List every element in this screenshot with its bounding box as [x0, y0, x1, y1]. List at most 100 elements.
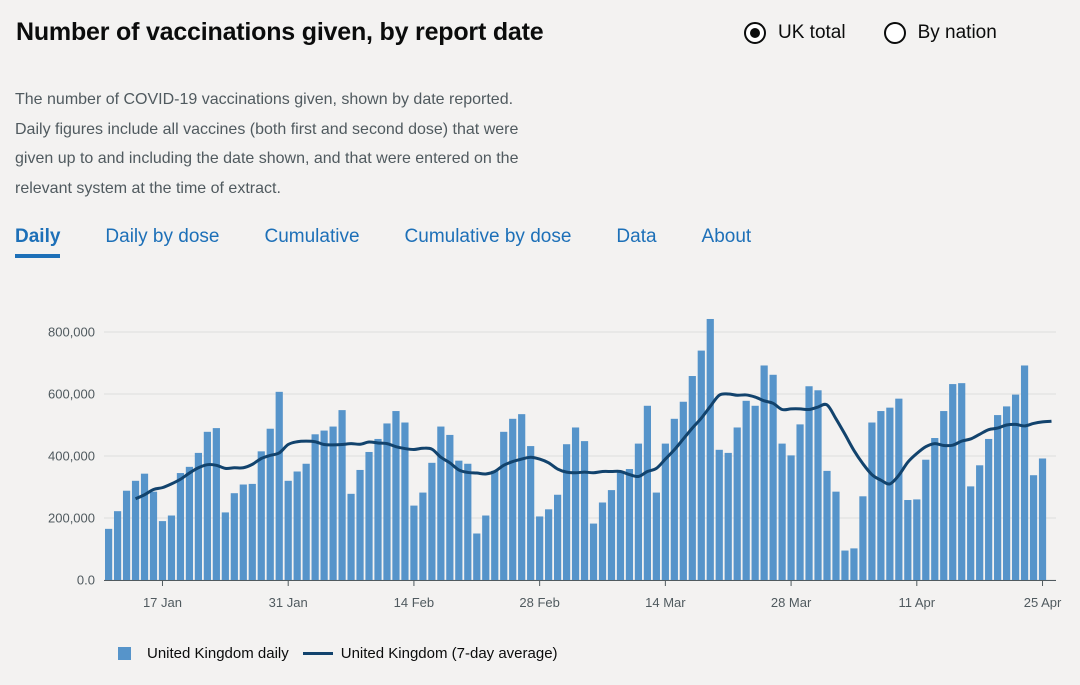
bar-daily: [769, 374, 777, 580]
bar-daily: [742, 400, 750, 580]
line-7-day-average: [134, 392, 1052, 501]
x-tick-label: 25 Apr: [1024, 595, 1062, 610]
bar-daily: [823, 470, 831, 580]
bar-daily: [958, 383, 966, 580]
bar-daily: [554, 494, 562, 580]
bar-daily: [410, 505, 418, 580]
bar-daily: [374, 438, 382, 580]
bar-daily: [913, 499, 921, 580]
tab-about[interactable]: About: [701, 226, 752, 247]
x-tick-label: 28 Feb: [519, 595, 559, 610]
y-tick-label: 200,000: [48, 511, 95, 526]
bar-daily: [392, 411, 400, 580]
bar-daily: [580, 441, 589, 580]
bar-daily: [338, 410, 346, 580]
bar-daily: [985, 438, 993, 580]
bar-daily: [976, 465, 984, 580]
x-tick-label: 14 Feb: [394, 595, 434, 610]
bar-daily: [311, 434, 319, 580]
bar-daily: [724, 452, 732, 580]
bar-daily: [509, 418, 517, 580]
chart-tabs: Daily Daily by dose Cumulative Cumulativ…: [15, 226, 796, 258]
bar-daily: [841, 550, 849, 580]
bar-daily: [230, 493, 238, 580]
bar-daily: [284, 480, 292, 580]
tab-daily[interactable]: Daily: [15, 226, 61, 258]
bar-daily: [122, 490, 131, 580]
bar-daily: [715, 449, 723, 580]
x-tick-label: 31 Jan: [269, 595, 308, 610]
bar-daily: [239, 484, 247, 580]
bar-daily: [446, 434, 454, 580]
x-tick-label: 11 Apr: [898, 595, 935, 610]
bar-daily: [293, 471, 301, 580]
radio-by-nation-label: By nation: [917, 22, 997, 43]
bar-daily: [967, 486, 975, 580]
bar-daily: [598, 502, 607, 580]
y-tick-label: 600,000: [48, 387, 95, 402]
bar-daily: [625, 469, 634, 580]
bar-daily: [266, 428, 274, 580]
bar-daily: [751, 405, 759, 580]
legend-item-average[interactable]: United Kingdom (7-day average): [302, 645, 558, 662]
bar-daily: [105, 528, 113, 580]
bar-daily: [149, 491, 158, 580]
bar-daily: [679, 401, 687, 580]
bar-daily: [706, 318, 714, 580]
bar-daily: [536, 516, 544, 580]
tab-data[interactable]: Data: [616, 226, 657, 247]
bar-daily: [428, 462, 436, 580]
tab-daily-by-dose[interactable]: Daily by dose: [105, 226, 220, 247]
radio-by-nation[interactable]: By nation: [883, 22, 997, 44]
chart-legend: United Kingdom daily United Kingdom (7-d…: [118, 645, 572, 662]
tab-cumulative[interactable]: Cumulative: [264, 226, 360, 247]
x-tick-label: 14 Mar: [645, 595, 686, 610]
bar-daily: [1020, 365, 1029, 580]
bar-daily: [401, 422, 409, 580]
radio-uk-total[interactable]: UK total: [744, 22, 846, 44]
chart-description: The number of COVID-19 vaccinations give…: [15, 91, 519, 197]
bar-daily: [140, 473, 149, 580]
bar-daily: [203, 431, 211, 580]
bar-daily: [904, 500, 912, 580]
legend-item-daily[interactable]: United Kingdom daily: [118, 645, 289, 662]
radio-by-nation-circle[interactable]: [883, 22, 906, 44]
bar-daily: [562, 444, 571, 580]
bar-daily: [805, 386, 813, 580]
legend-bar-swatch: [118, 647, 131, 660]
bar-daily: [356, 469, 364, 580]
bar-daily: [760, 365, 768, 580]
bar-daily: [419, 492, 427, 580]
bar-daily: [688, 376, 696, 580]
bar-daily: [634, 443, 643, 580]
bar-daily: [437, 426, 445, 580]
bar-daily: [248, 483, 256, 580]
bar-daily: [131, 480, 140, 580]
bar-daily: [302, 463, 310, 580]
bar-daily: [167, 515, 176, 580]
bar-daily: [922, 459, 930, 580]
bar-daily: [994, 415, 1002, 580]
bar-daily: [733, 427, 741, 580]
bar-daily: [275, 391, 283, 580]
y-tick-label: 0.0: [77, 573, 95, 588]
bar-daily: [212, 428, 220, 580]
bar-daily: [1011, 394, 1020, 580]
bar-daily: [194, 452, 202, 580]
radio-uk-total-circle[interactable]: [744, 22, 766, 44]
bar-daily: [607, 490, 616, 580]
legend-line-label: United Kingdom (7-day average): [340, 645, 558, 662]
legend-line-swatch: [302, 652, 333, 655]
tab-cumulative-by-dose[interactable]: Cumulative by dose: [404, 226, 572, 247]
bar-daily: [778, 443, 786, 580]
bar-daily: [455, 460, 463, 580]
bar-daily: [670, 418, 678, 580]
x-tick-label: 17 Jan: [143, 595, 182, 610]
bar-daily: [221, 512, 229, 580]
page-title: Number of vaccinations given, by report …: [16, 18, 544, 46]
bar-daily: [931, 438, 939, 580]
bar-daily: [527, 446, 535, 580]
bar-daily: [158, 521, 167, 580]
bar-daily: [877, 411, 885, 580]
bar-daily: [320, 430, 328, 580]
